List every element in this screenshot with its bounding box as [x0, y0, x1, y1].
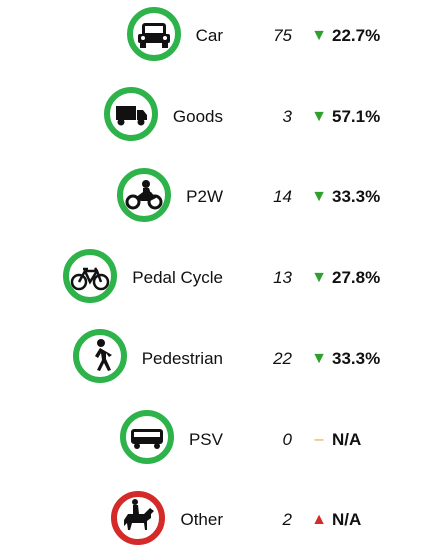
mode-icon — [116, 167, 172, 228]
trend-indicator: ▼ — [311, 27, 327, 44]
mode-icon — [110, 490, 166, 551]
count: 75 — [273, 26, 292, 45]
trend-indicator: ▼ — [311, 107, 327, 125]
count: 14 — [273, 187, 292, 207]
mode-label: Other — [180, 510, 223, 530]
count: 0 — [282, 429, 292, 449]
mode-lead: Goods — [103, 86, 223, 147]
mode-lead: Other — [110, 490, 223, 551]
mode-label: P2W — [186, 187, 223, 207]
trend-indicator: ▼ — [311, 269, 327, 287]
mode-row: Pedestrian 22 ▼ 33.3% — [0, 328, 423, 389]
trend-indicator: ▲ — [311, 511, 327, 529]
mode-label: Pedestrian — [141, 348, 223, 368]
mode-icon — [62, 248, 118, 309]
change: N/A — [332, 510, 362, 530]
count: 3 — [282, 106, 292, 126]
mode-lead: Car — [126, 6, 223, 67]
mode-row: P2W 14 ▼ 33.3% — [0, 167, 423, 228]
mode-lead: P2W — [116, 167, 223, 228]
mode-label: Goods — [172, 106, 223, 126]
mode-icon — [119, 409, 175, 470]
mode-label: Car — [195, 26, 223, 45]
mode-label: Pedal Cycle — [132, 268, 223, 288]
change: 33.3% — [332, 348, 381, 368]
mode-icon — [72, 328, 128, 389]
mode-lead: PSV — [119, 409, 223, 470]
mode-row: Other 2 ▲ N/A — [0, 490, 423, 551]
mode-row: Car 75 ▼ 22.7% — [0, 6, 423, 67]
trend-indicator: ▼ — [311, 349, 327, 367]
trend-indicator: – — [314, 430, 324, 448]
mode-icon — [126, 6, 182, 67]
mode-row: PSV 0 – N/A — [0, 409, 423, 470]
mode-icon — [103, 86, 159, 147]
change: 57.1% — [332, 106, 381, 126]
mode-row: Goods 3 ▼ 57.1% — [0, 86, 423, 147]
mode-lead: Pedal Cycle — [62, 248, 223, 309]
change: 27.8% — [332, 268, 381, 288]
trend-indicator: ▼ — [311, 188, 327, 206]
count: 22 — [273, 348, 292, 368]
count: 2 — [282, 510, 292, 530]
change: 33.3% — [332, 187, 381, 207]
change: 22.7% — [332, 26, 381, 45]
mode-row: Pedal Cycle 13 ▼ 27.8% — [0, 248, 423, 309]
mode-lead: Pedestrian — [72, 328, 223, 389]
mode-label: PSV — [188, 429, 223, 449]
count: 13 — [273, 268, 292, 288]
change: N/A — [332, 429, 362, 449]
